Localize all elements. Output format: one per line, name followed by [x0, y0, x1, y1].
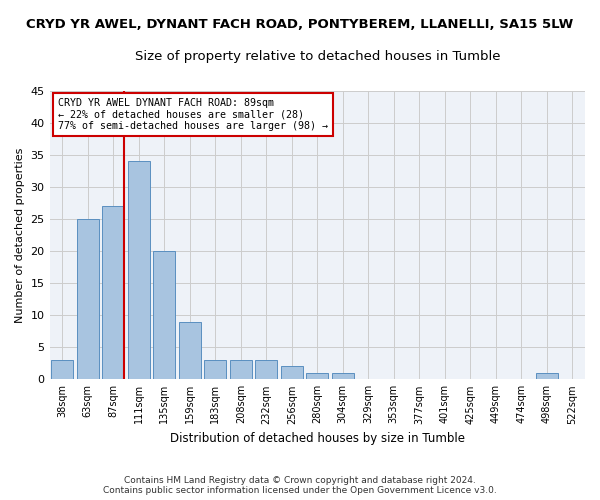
X-axis label: Distribution of detached houses by size in Tumble: Distribution of detached houses by size …	[170, 432, 465, 445]
Bar	[536, 373, 557, 380]
Text: Contains HM Land Registry data © Crown copyright and database right 2024.
Contai: Contains HM Land Registry data © Crown c…	[103, 476, 497, 495]
Bar	[230, 360, 251, 380]
Bar	[128, 161, 149, 380]
Bar	[256, 360, 277, 380]
Bar	[103, 206, 124, 380]
Text: CRYD YR AWEL DYNANT FACH ROAD: 89sqm
← 22% of detached houses are smaller (28)
7: CRYD YR AWEL DYNANT FACH ROAD: 89sqm ← 2…	[58, 98, 328, 131]
Y-axis label: Number of detached properties: Number of detached properties	[15, 147, 25, 322]
Bar	[205, 360, 226, 380]
Bar	[281, 366, 302, 380]
Text: CRYD YR AWEL, DYNANT FACH ROAD, PONTYBEREM, LLANELLI, SA15 5LW: CRYD YR AWEL, DYNANT FACH ROAD, PONTYBER…	[26, 18, 574, 30]
Bar	[52, 360, 73, 380]
Bar	[77, 219, 98, 380]
Bar	[307, 373, 328, 380]
Bar	[332, 373, 353, 380]
Bar	[154, 251, 175, 380]
Bar	[179, 322, 200, 380]
Title: Size of property relative to detached houses in Tumble: Size of property relative to detached ho…	[134, 50, 500, 63]
